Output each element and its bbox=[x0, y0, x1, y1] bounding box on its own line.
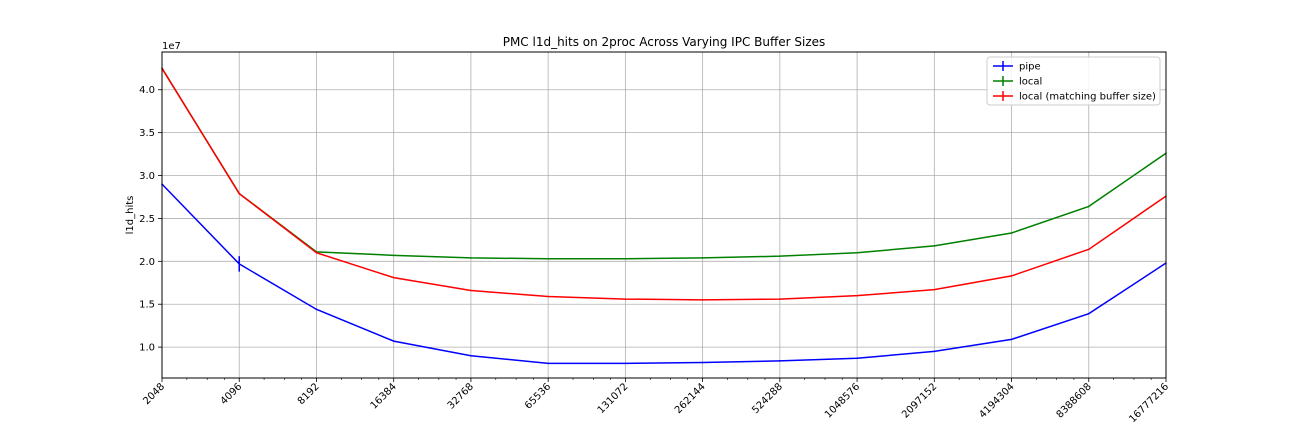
series-point-pipe bbox=[547, 362, 549, 365]
x-tick-label: 16384 bbox=[369, 381, 399, 411]
ticks: 2048 4096 8192 16384 32768 65536 131072 262144 5… bbox=[139, 85, 1171, 425]
x-tick-label: 8388608 bbox=[1055, 381, 1094, 420]
series-point-local-matching-buffer-size bbox=[701, 299, 704, 301]
x-tick-label: 32768 bbox=[446, 381, 476, 411]
x-tick-label: 2097152 bbox=[900, 381, 939, 420]
x-tick-label: 131072 bbox=[596, 381, 631, 416]
x-tick-label: 16777216 bbox=[1127, 381, 1171, 425]
series-point-local-matching-buffer-size bbox=[624, 298, 627, 300]
chart-title: PMC l1d_hits on 2proc Across Varying IPC… bbox=[503, 35, 826, 49]
y-tick-label: 3.0 bbox=[139, 171, 155, 182]
series-point-local-matching-buffer-size bbox=[933, 288, 936, 291]
legend: pipe local local (matching buffer size) bbox=[986, 56, 1161, 106]
series-point-local bbox=[933, 245, 936, 247]
series-point-local-matching-buffer-size bbox=[470, 289, 472, 292]
series-point-local bbox=[624, 257, 627, 260]
legend-box bbox=[986, 56, 1161, 106]
series-point-local-matching-buffer-size bbox=[1010, 275, 1013, 277]
series-point-pipe bbox=[1010, 338, 1013, 341]
series-line-local bbox=[161, 67, 1167, 260]
series-line-local-matching-buffer-size bbox=[161, 67, 1167, 301]
series-point-pipe bbox=[779, 360, 781, 362]
series-point-local bbox=[470, 257, 472, 259]
series-point-local-matching-buffer-size bbox=[779, 298, 781, 300]
series-point-pipe bbox=[470, 354, 472, 357]
series-point-pipe bbox=[933, 350, 936, 353]
y-tick-label: 3.5 bbox=[139, 128, 155, 139]
series-line-pipe bbox=[161, 183, 1167, 365]
x-tick-label: 4194304 bbox=[977, 381, 1016, 420]
series-point-pipe bbox=[856, 357, 858, 360]
x-tick-label: 1048576 bbox=[823, 381, 862, 420]
series-point-pipe bbox=[392, 340, 395, 342]
y-tick-label: 2.5 bbox=[139, 214, 155, 225]
series-layer bbox=[161, 67, 1167, 365]
y-axis-label: l1d_hits bbox=[125, 196, 136, 235]
series-point-local-matching-buffer-size bbox=[856, 294, 858, 297]
series-point-local bbox=[1010, 232, 1013, 234]
series-point-local-matching-buffer-size bbox=[1087, 248, 1090, 251]
x-tick-label: 4096 bbox=[219, 381, 245, 407]
x-tick-label: 65536 bbox=[523, 381, 553, 411]
series-point-local bbox=[701, 257, 704, 259]
legend-label: local (matching buffer size) bbox=[1019, 92, 1156, 103]
y-offset-label: 1e7 bbox=[162, 41, 181, 52]
plot-frame bbox=[161, 51, 1167, 379]
series-point-local bbox=[779, 255, 781, 257]
series-point-pipe bbox=[315, 308, 318, 311]
y-tick-label: 1.5 bbox=[139, 300, 155, 311]
y-tick-label: 2.0 bbox=[139, 257, 155, 268]
series-point-pipe bbox=[624, 362, 627, 365]
series-point-local-matching-buffer-size bbox=[392, 276, 395, 279]
series-point-pipe bbox=[1087, 312, 1090, 315]
x-tick-label: 262144 bbox=[673, 381, 708, 416]
y-tick-label: 4.0 bbox=[139, 85, 155, 96]
series-point-local bbox=[547, 257, 549, 260]
series-point-local bbox=[392, 254, 395, 257]
legend-label: pipe bbox=[1019, 62, 1041, 73]
series-point-local bbox=[1087, 205, 1090, 208]
series-point-local-matching-buffer-size bbox=[547, 295, 549, 298]
series-point-local-matching-buffer-size bbox=[238, 192, 241, 195]
series-point-pipe bbox=[701, 361, 704, 364]
y-tick-label: 1.0 bbox=[139, 343, 155, 354]
x-tick-label: 2048 bbox=[141, 381, 167, 407]
series-point-local bbox=[856, 251, 858, 254]
x-tick-label: 8192 bbox=[296, 381, 322, 407]
x-tick-label: 524288 bbox=[750, 381, 785, 416]
legend-label: local bbox=[1019, 77, 1042, 88]
series-point-local-matching-buffer-size bbox=[315, 251, 318, 254]
